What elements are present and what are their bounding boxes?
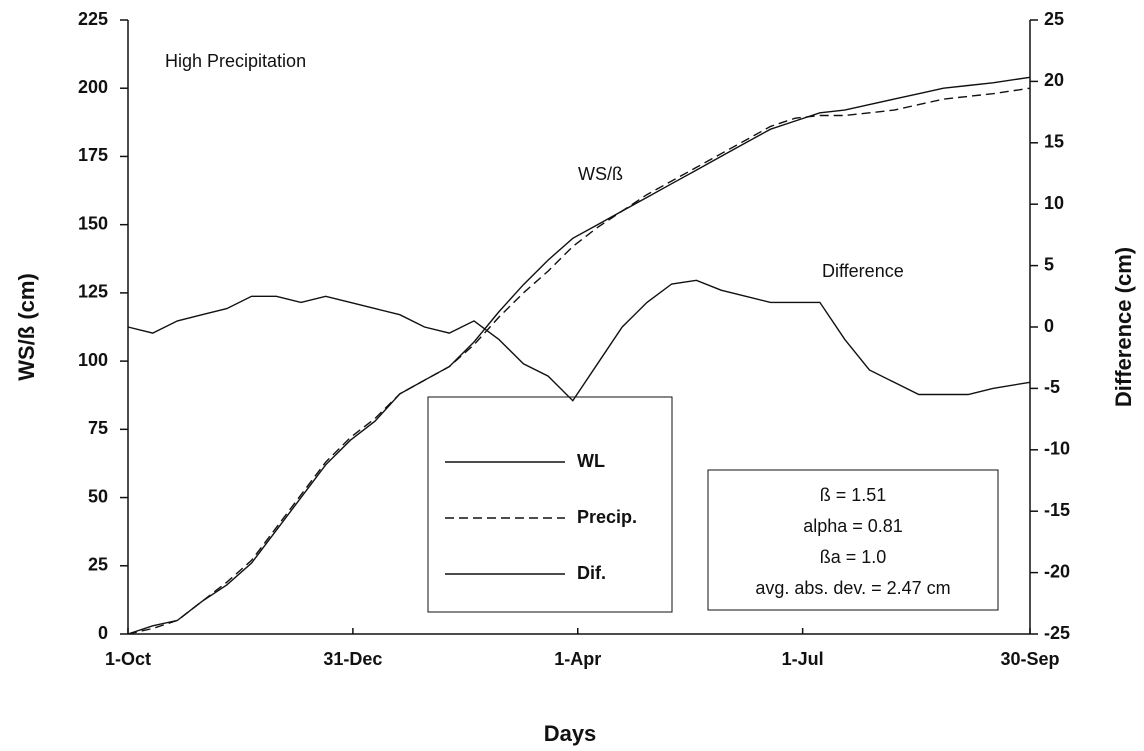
y-tick-label: 225 bbox=[78, 9, 108, 29]
parameter-box bbox=[707, 469, 999, 611]
y2-tick-label: 5 bbox=[1044, 254, 1054, 274]
y2-tick-label: 25 bbox=[1044, 9, 1064, 29]
y2-tick-label: -25 bbox=[1044, 623, 1070, 643]
y2-tick-label: -10 bbox=[1044, 439, 1070, 459]
x-tick-label: 31-Dec bbox=[323, 649, 382, 669]
legend-label: Dif. bbox=[577, 563, 606, 583]
legend-box bbox=[427, 396, 673, 613]
y-axis-title: WS/ß (cm) bbox=[14, 273, 39, 381]
y-tick-label: 200 bbox=[78, 77, 108, 97]
data-line bbox=[127, 279, 1031, 402]
parameter: ß = 1.51 bbox=[820, 485, 887, 505]
y2-tick-label: -15 bbox=[1044, 500, 1070, 520]
x-axis-title: Days bbox=[544, 721, 597, 746]
parameter: ßa = 1.0 bbox=[820, 547, 887, 567]
parameter: avg. abs. dev. = 2.47 cm bbox=[755, 578, 950, 598]
y-tick-label: 125 bbox=[78, 282, 108, 302]
data-line bbox=[127, 76, 1031, 635]
y-tick-label: 175 bbox=[78, 145, 108, 165]
y2-tick-label: -20 bbox=[1044, 561, 1070, 581]
annotation: WS/ß bbox=[578, 164, 623, 184]
y2-tick-label: 15 bbox=[1044, 132, 1064, 152]
y-tick-label: 0 bbox=[98, 623, 108, 643]
x-tick-label: 1-Oct bbox=[105, 649, 151, 669]
annotation: Difference bbox=[822, 261, 904, 281]
y-tick-label: 150 bbox=[78, 213, 108, 233]
annotation: High Precipitation bbox=[165, 51, 306, 71]
y2-tick-label: -5 bbox=[1044, 377, 1060, 397]
legend-label: WL bbox=[577, 451, 605, 471]
y2-tick-label: 20 bbox=[1044, 70, 1064, 90]
x-tick-label: 1-Jul bbox=[782, 649, 824, 669]
x-tick-label: 30-Sep bbox=[1000, 649, 1059, 669]
y-tick-label: 100 bbox=[78, 350, 108, 370]
y2-tick-label: 0 bbox=[1044, 316, 1054, 336]
y-tick-label: 50 bbox=[88, 486, 108, 506]
parameter: alpha = 0.81 bbox=[803, 516, 903, 536]
x-tick-label: 1-Apr bbox=[554, 649, 601, 669]
data-line bbox=[127, 87, 1031, 635]
y2-tick-label: 10 bbox=[1044, 193, 1064, 213]
y-tick-label: 75 bbox=[88, 418, 108, 438]
y-tick-label: 25 bbox=[88, 555, 108, 575]
y2-axis-title: Difference (cm) bbox=[1111, 247, 1136, 407]
legend-label: Precip. bbox=[577, 507, 637, 527]
